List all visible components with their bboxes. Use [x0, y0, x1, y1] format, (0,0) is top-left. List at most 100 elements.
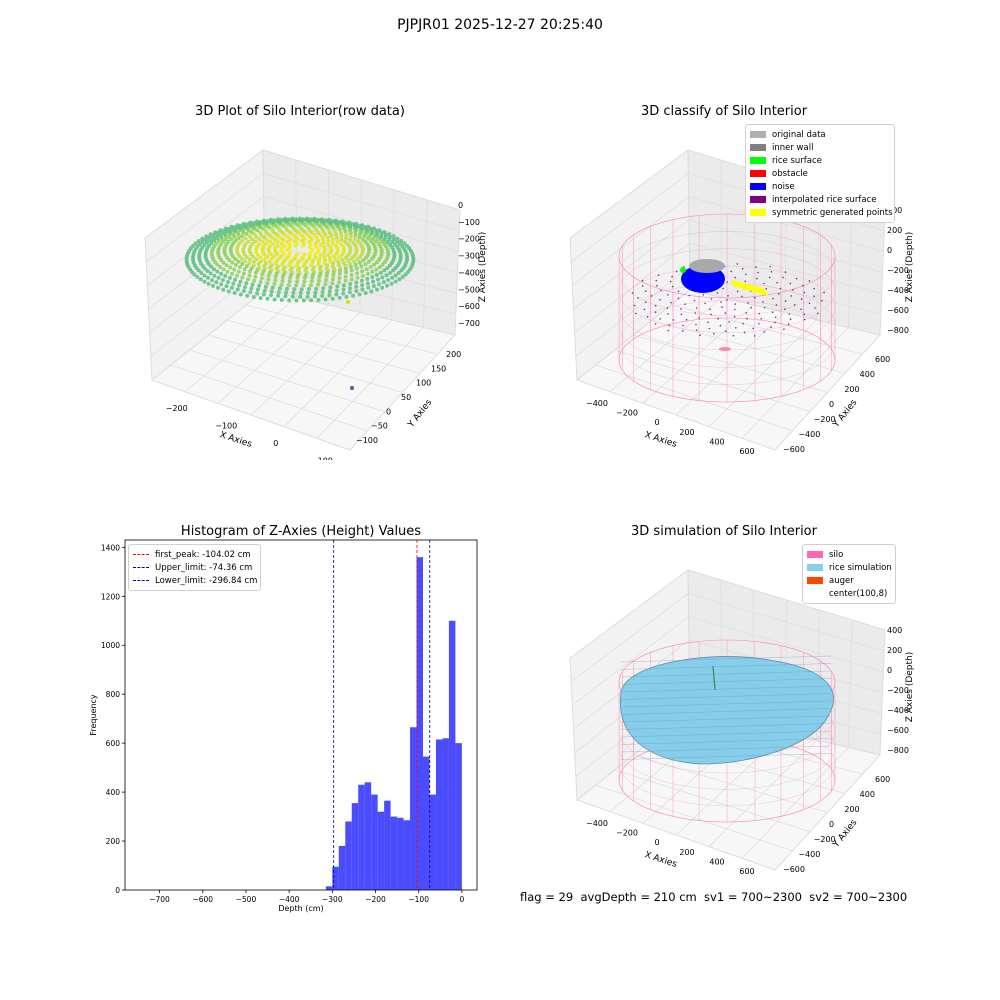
cls-interpolated-point: [784, 300, 787, 302]
cls-interpolated-point: [728, 321, 730, 323]
cls-grid: [675, 179, 787, 416]
raw-point: [245, 293, 250, 298]
raw-point: [370, 275, 375, 279]
cls-interpolated-point: [755, 266, 757, 268]
cls-interpolated-point: [667, 329, 670, 332]
sim-y-tick-label: −400: [798, 850, 820, 859]
histogram-bar: [364, 782, 372, 890]
raw-point: [250, 282, 255, 287]
raw-point: [248, 220, 253, 225]
classify-legend-swatch: [750, 170, 766, 177]
raw-point: [306, 290, 311, 295]
raw-y-tick-label: 200: [446, 350, 461, 359]
raw-point: [317, 278, 321, 283]
raw-point: [305, 294, 310, 299]
raw-point: [406, 269, 411, 274]
cls-grid: [671, 304, 863, 355]
raw-point: [218, 228, 223, 233]
raw-point: [337, 280, 342, 285]
raw-point: [204, 240, 209, 245]
raw-point: [313, 252, 318, 256]
figure-title: PJPJR01 2025-12-27 20:25:40: [397, 17, 603, 33]
raw-point: [234, 273, 239, 278]
raw-point: [361, 258, 366, 263]
raw-point: [307, 234, 312, 239]
cls-interpolated-point: [763, 306, 766, 309]
cls-interpolated-point: [747, 302, 749, 304]
classify-legend-label: noise: [772, 181, 795, 192]
raw-point: [280, 262, 284, 267]
raw-point: [240, 238, 245, 243]
raw-point: [360, 283, 365, 288]
cls-interpolated-point: [654, 323, 657, 325]
cls-interpolated-point: [743, 331, 746, 334]
raw-point: [327, 289, 332, 294]
cls-interpolated-point: [733, 315, 736, 318]
raw-point: [340, 219, 345, 224]
cls-interpolated-point: [672, 319, 675, 321]
cls-interpolated-point: [803, 291, 806, 294]
raw-point: [244, 222, 249, 227]
raw-point: [376, 277, 380, 282]
raw-point: [377, 228, 382, 233]
histogram-bar: [429, 794, 436, 890]
raw-point: [228, 265, 233, 270]
raw-point: [313, 225, 317, 230]
raw-point: [353, 262, 358, 267]
histogram-y-tick-label: 200: [106, 837, 121, 846]
raw-y-tick-label: 0: [386, 407, 391, 416]
cls-interpolated-point: [732, 334, 735, 337]
histogram-legend-entry: Lower_limit: -296.84 cm: [133, 574, 257, 587]
raw-point: [197, 242, 202, 247]
raw-point: [366, 259, 371, 264]
classify-legend-entry: noise: [750, 180, 890, 193]
raw-point: [344, 232, 349, 237]
raw-point: [253, 239, 258, 244]
cls-interpolated-point: [803, 318, 806, 321]
cls-interpolated-point: [800, 308, 802, 311]
cls-interpolated-point: [803, 313, 806, 316]
raw-point: [212, 238, 216, 243]
sim-z-tick-label: 0: [887, 666, 892, 675]
cls-z-tick-label: −400: [887, 286, 909, 295]
raw-point: [258, 220, 263, 224]
raw-point: [294, 298, 299, 303]
raw-point: [279, 217, 284, 222]
sim-rice-surface: [619, 656, 834, 765]
raw-point: [211, 267, 216, 272]
cls-interpolated-point: [776, 282, 778, 284]
raw-point: [369, 257, 374, 262]
raw-point: [395, 236, 400, 241]
sim-z-tick-label: −600: [887, 726, 909, 735]
raw-point: [264, 237, 269, 242]
cls-interpolated-point: [744, 280, 746, 283]
raw-point: [380, 285, 385, 290]
raw-point: [197, 250, 202, 255]
raw-point: [326, 227, 331, 232]
raw-point: [224, 284, 229, 289]
cls-y-tick-label: 0: [829, 400, 834, 409]
histogram-bar: [338, 845, 346, 890]
histogram-legend-label: first_peak: -104.02 cm: [155, 549, 251, 560]
raw-point: [349, 265, 353, 269]
raw-point: [273, 274, 278, 279]
raw-point: [353, 233, 358, 237]
raw-point: [281, 251, 286, 256]
raw-point: [354, 221, 358, 226]
raw-point: [402, 241, 407, 246]
raw-point: [352, 254, 357, 258]
raw-point: [195, 244, 200, 249]
histogram-x-tick-label: −200: [365, 895, 386, 904]
raw-point: [298, 294, 303, 299]
raw-point: [212, 273, 217, 278]
histogram-bar: [390, 816, 398, 890]
raw-point: [275, 239, 280, 244]
raw-point: [219, 282, 224, 287]
raw-point: [257, 283, 262, 288]
raw-point: [400, 274, 405, 279]
cls-y-tick-label: −400: [798, 430, 820, 439]
cls-interpolated-point: [745, 273, 747, 276]
cls-interpolated-point: [771, 311, 774, 314]
cls-z-axis-label: Z Axies (Depth): [905, 232, 915, 303]
raw-point: [326, 252, 331, 257]
